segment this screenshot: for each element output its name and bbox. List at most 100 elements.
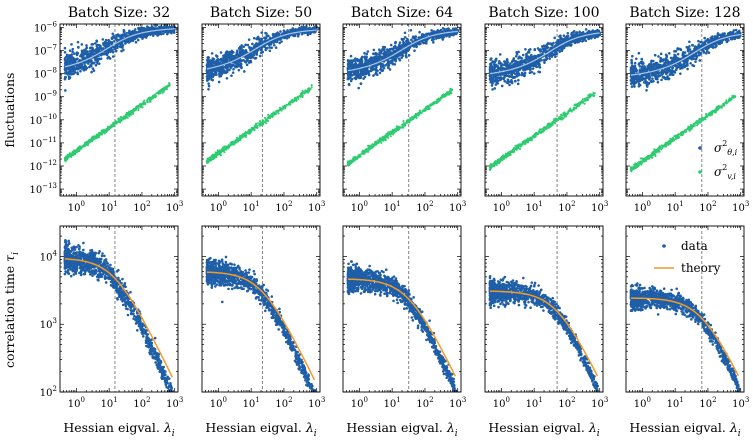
v-point — [280, 107, 283, 110]
theta-point — [128, 31, 131, 35]
theta-point — [390, 56, 394, 60]
theta-point — [68, 49, 72, 52]
theta-point — [131, 31, 134, 35]
v-point — [218, 149, 221, 152]
v-point — [445, 93, 448, 96]
theta-point — [86, 61, 89, 64]
theta-point — [231, 51, 234, 55]
v-point — [151, 94, 155, 97]
theta-point — [380, 64, 383, 68]
theta-point — [562, 34, 566, 37]
v-point — [159, 91, 162, 94]
theta-point — [118, 45, 122, 48]
theta-point — [136, 38, 140, 42]
theta-point — [283, 30, 287, 34]
v-point — [100, 131, 103, 135]
v-point — [292, 100, 295, 103]
theta-point — [114, 49, 118, 53]
theta-point — [271, 39, 275, 43]
theta-point — [380, 56, 384, 60]
v-point — [424, 108, 427, 111]
theta-point — [421, 40, 424, 44]
fluct-xtick-label: 103 — [166, 200, 183, 214]
v-point — [422, 109, 425, 112]
theta-point — [438, 35, 441, 39]
theta-point — [124, 42, 127, 45]
theta-point — [254, 42, 258, 46]
v-point — [242, 133, 245, 136]
theta-point — [84, 66, 88, 70]
theta-point — [354, 77, 358, 81]
fluct-xtick-label: 103 — [308, 200, 325, 214]
v-point — [109, 125, 112, 128]
theta-point — [407, 48, 410, 52]
v-point — [164, 88, 167, 91]
theta-point — [95, 40, 99, 43]
theta-point — [354, 72, 357, 76]
theta-point — [232, 67, 235, 71]
v-point — [349, 160, 352, 163]
v-point — [117, 118, 120, 121]
theta-point — [346, 77, 350, 81]
theta-point — [239, 62, 243, 66]
v-point — [118, 121, 122, 124]
v-point — [70, 153, 73, 156]
theta-point — [289, 33, 292, 37]
theta-point — [235, 65, 239, 69]
theta-point — [268, 49, 272, 53]
v-point — [284, 107, 287, 110]
theta-point — [171, 29, 174, 32]
theta-point — [360, 59, 364, 63]
v-point — [451, 88, 454, 91]
v-point — [87, 141, 90, 144]
v-point — [307, 89, 310, 92]
theta-point — [357, 63, 361, 66]
theta-point — [128, 29, 131, 33]
theta-point — [206, 62, 209, 66]
v-point — [427, 106, 430, 109]
theta-point — [379, 62, 383, 66]
theta-point — [114, 37, 117, 40]
theta-point — [366, 50, 370, 53]
theta-point — [365, 68, 368, 71]
theta-point — [300, 31, 304, 35]
v-point — [159, 89, 162, 92]
theta-point — [214, 62, 217, 65]
theta-point — [364, 71, 368, 75]
theta-point — [231, 71, 235, 74]
theta-point — [432, 41, 435, 44]
theta-point — [125, 31, 128, 35]
theta-point — [238, 50, 242, 54]
v-point — [161, 91, 164, 95]
v-point — [425, 107, 428, 110]
theta-point — [365, 52, 369, 56]
theta-point — [274, 39, 277, 42]
theta-point — [399, 46, 403, 49]
v-point — [374, 142, 377, 145]
theta-point — [251, 42, 254, 46]
theta-point — [272, 43, 276, 47]
v-point — [93, 135, 96, 138]
theta-point — [270, 46, 273, 50]
theta-point — [394, 57, 398, 61]
theta-point — [261, 40, 264, 43]
theta-point — [144, 29, 147, 32]
theta-point — [225, 76, 229, 80]
v-point — [288, 101, 291, 104]
theta-point — [223, 57, 227, 60]
v-point — [256, 126, 259, 129]
theta-point — [172, 31, 176, 34]
v-point — [402, 120, 405, 123]
theta-point — [231, 54, 234, 58]
v-point — [263, 116, 266, 119]
theta-point — [76, 51, 80, 55]
theta-point — [219, 51, 223, 54]
v-point — [412, 118, 415, 121]
theta-point — [92, 61, 96, 65]
theta-point — [75, 64, 78, 67]
v-point — [418, 109, 421, 112]
v-point — [150, 97, 153, 100]
fluct-ytick-label: 10−13 — [29, 182, 57, 196]
theta-point — [246, 43, 250, 47]
theta-point — [152, 28, 155, 31]
